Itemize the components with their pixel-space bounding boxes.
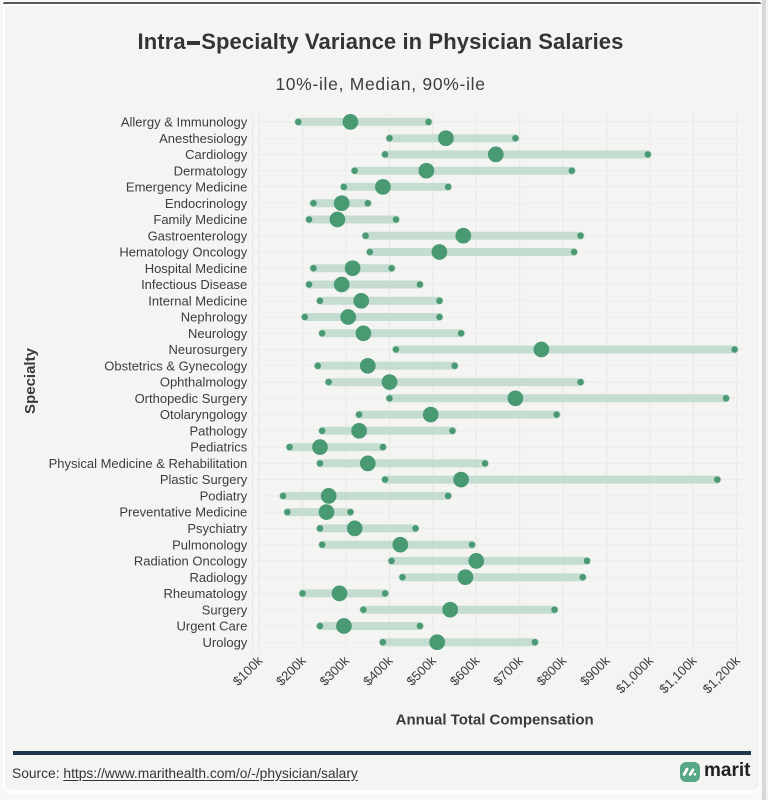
svg-text:Neurosurgery: Neurosurgery [169, 342, 248, 357]
svg-text:$700k: $700k [490, 653, 526, 689]
svg-text:Urology: Urology [203, 635, 248, 650]
svg-text:$300k: $300k [316, 653, 352, 689]
svg-text:Surgery: Surgery [202, 602, 248, 617]
svg-text:Preventative Medicine: Preventative Medicine [119, 505, 247, 520]
svg-text:$800k: $800k [534, 653, 570, 689]
svg-text:$1,100k: $1,100k [656, 653, 700, 697]
svg-text:Pediatrics: Pediatrics [190, 440, 248, 455]
svg-text:Urgent Care: Urgent Care [176, 619, 247, 634]
svg-text:Internal Medicine: Internal Medicine [148, 293, 247, 308]
svg-text:Family Medicine: Family Medicine [153, 212, 247, 227]
svg-text:Annual Total Compensation: Annual Total Compensation [396, 712, 594, 729]
svg-text:Pulmonology: Pulmonology [172, 537, 248, 552]
svg-text:Radiology: Radiology [189, 570, 247, 585]
svg-text:Anesthesiology: Anesthesiology [159, 131, 248, 146]
svg-text:Allergy & Immunology: Allergy & Immunology [121, 115, 248, 130]
svg-text:Hospital Medicine: Hospital Medicine [145, 261, 248, 276]
svg-text:Nephrology: Nephrology [181, 310, 248, 325]
svg-text:Gastroenterology: Gastroenterology [148, 228, 248, 243]
svg-text:Infectious Disease: Infectious Disease [141, 277, 247, 292]
svg-text:Dermatology: Dermatology [174, 163, 248, 178]
svg-text:$500k: $500k [403, 653, 439, 689]
svg-text:Emergency Medicine: Emergency Medicine [126, 180, 247, 195]
svg-text:Rheumatology: Rheumatology [163, 586, 247, 601]
svg-text:Orthopedic Surgery: Orthopedic Surgery [135, 391, 248, 406]
svg-text:Ophthalmology: Ophthalmology [160, 375, 248, 390]
svg-text:Endocrinology: Endocrinology [165, 196, 248, 211]
svg-text:Specialty: Specialty [22, 347, 39, 414]
svg-text:Psychiatry: Psychiatry [187, 521, 247, 536]
svg-text:Pathology: Pathology [189, 423, 247, 438]
svg-text:Plastic Surgery: Plastic Surgery [160, 472, 248, 487]
svg-text:$100k: $100k [230, 653, 266, 689]
svg-text:$200k: $200k [273, 653, 309, 689]
svg-text:$900k: $900k [577, 653, 613, 689]
svg-text:$400k: $400k [360, 653, 396, 689]
svg-text:$1,000k: $1,000k [613, 653, 657, 697]
svg-text:Otolaryngology: Otolaryngology [160, 407, 248, 422]
svg-text:Cardiology: Cardiology [185, 147, 248, 162]
svg-text:Podiatry: Podiatry [200, 489, 248, 504]
svg-text:Radiation Oncology: Radiation Oncology [134, 554, 248, 569]
svg-text:Obstetrics & Gynecology: Obstetrics & Gynecology [104, 358, 248, 373]
svg-text:$600k: $600k [447, 653, 483, 689]
svg-text:Hematology Oncology: Hematology Oncology [119, 245, 247, 260]
svg-text:Physical Medicine & Rehabilita: Physical Medicine & Rehabilitation [49, 456, 248, 471]
svg-text:Neurology: Neurology [188, 326, 248, 341]
svg-text:$1,200k: $1,200k [700, 653, 744, 697]
